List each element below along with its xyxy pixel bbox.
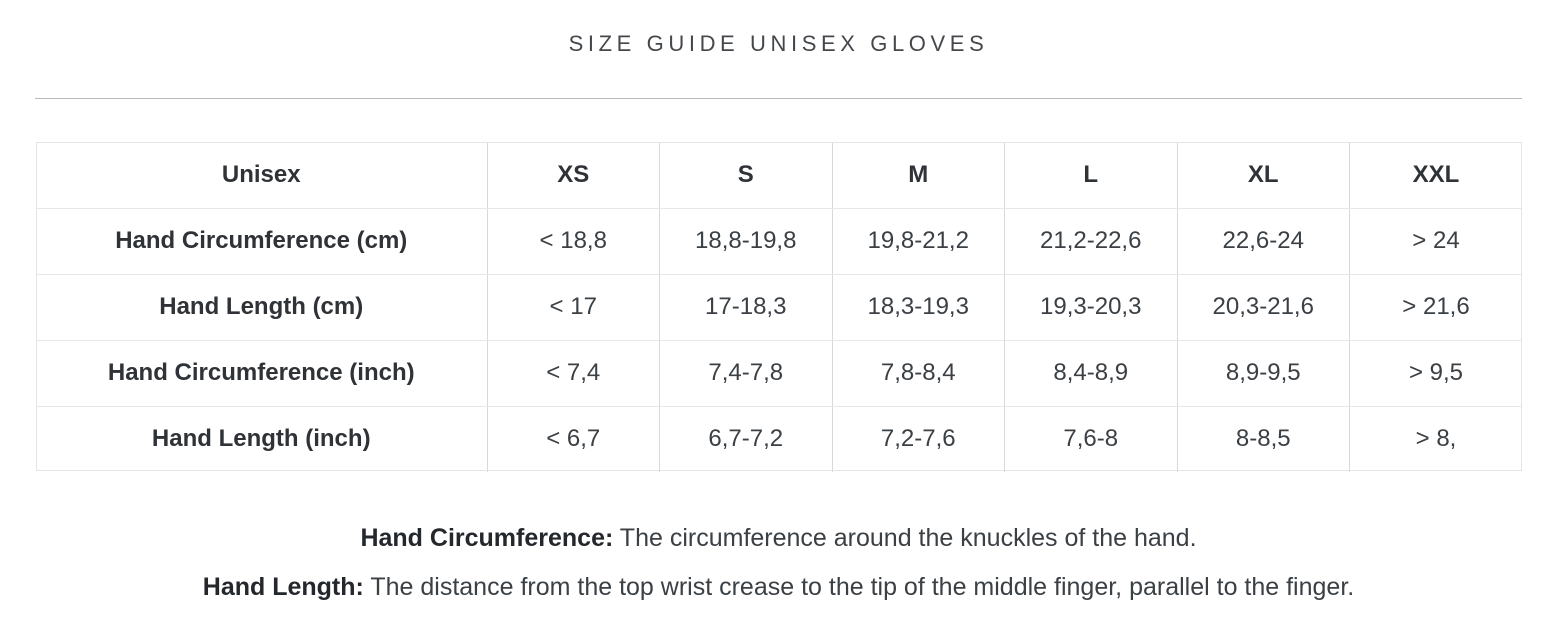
row-label: Hand Circumference (inch) bbox=[36, 340, 488, 407]
table-cell: > 9,5 bbox=[1349, 340, 1522, 407]
size-table-container: Unisex XS S M L XL XXL Hand Circumferenc… bbox=[36, 142, 1522, 472]
table-cell: 8-8,5 bbox=[1177, 406, 1350, 472]
table-cell: 18,8-19,8 bbox=[659, 208, 833, 275]
table-cell: 6,7-7,2 bbox=[659, 406, 833, 472]
table-cell: 8,9-9,5 bbox=[1177, 340, 1350, 407]
note-term: Hand Circumference: bbox=[360, 524, 614, 552]
table-cell: 17-18,3 bbox=[659, 274, 833, 341]
note-hand-length: Hand Length: The distance from the top w… bbox=[0, 563, 1557, 612]
title-divider bbox=[35, 98, 1522, 99]
column-header-s: S bbox=[659, 142, 833, 209]
table-header-row: Unisex XS S M L XL XXL bbox=[36, 142, 1522, 209]
column-header-unisex: Unisex bbox=[36, 142, 488, 209]
row-label: Hand Circumference (cm) bbox=[36, 208, 488, 275]
table-cell: < 17 bbox=[487, 274, 660, 341]
measurement-notes: Hand Circumference: The circumference ar… bbox=[0, 514, 1557, 612]
column-header-xl: XL bbox=[1177, 142, 1350, 209]
size-table: Unisex XS S M L XL XXL Hand Circumferenc… bbox=[36, 142, 1522, 472]
table-cell: < 7,4 bbox=[487, 340, 660, 407]
table-row: Hand Length (cm) < 17 17-18,3 18,3-19,3 … bbox=[36, 274, 1522, 341]
table-cell: 19,3-20,3 bbox=[1004, 274, 1178, 341]
table-cell: 7,4-7,8 bbox=[659, 340, 833, 407]
table-cell: 18,3-19,3 bbox=[832, 274, 1005, 341]
note-term: Hand Length: bbox=[202, 573, 364, 601]
column-header-xs: XS bbox=[487, 142, 660, 209]
table-cell: 21,2-22,6 bbox=[1004, 208, 1178, 275]
note-text: The distance from the top wrist crease t… bbox=[363, 573, 1355, 601]
table-row: Hand Circumference (cm) < 18,8 18,8-19,8… bbox=[36, 208, 1522, 275]
table-cell: 7,8-8,4 bbox=[832, 340, 1005, 407]
table-cell: > 21,6 bbox=[1349, 274, 1522, 341]
note-hand-circumference: Hand Circumference: The circumference ar… bbox=[0, 514, 1557, 563]
table-cell: 7,2-7,6 bbox=[832, 406, 1005, 472]
table-cell: 19,8-21,2 bbox=[832, 208, 1005, 275]
column-header-l: L bbox=[1004, 142, 1178, 209]
column-header-xxl: XXL bbox=[1349, 142, 1522, 209]
table-cell: 20,3-21,6 bbox=[1177, 274, 1350, 341]
table-cell: > 8, bbox=[1415, 425, 1457, 453]
table-cell: < 18,8 bbox=[487, 208, 660, 275]
table-row: Hand Circumference (inch) < 7,4 7,4-7,8 … bbox=[36, 340, 1522, 407]
row-label: Hand Length (inch) bbox=[36, 406, 488, 472]
page-title: SIZE GUIDE UNISEX GLOVES bbox=[568, 31, 989, 56]
size-table-body: Hand Circumference (cm) < 18,8 18,8-19,8… bbox=[36, 208, 1522, 472]
table-row: Hand Length (inch) < 6,7 6,7-7,2 7,2-7,6… bbox=[36, 406, 1522, 472]
note-text: The circumference around the knuckles of… bbox=[613, 524, 1197, 552]
column-header-m: M bbox=[832, 142, 1005, 209]
row-label: Hand Length (cm) bbox=[36, 274, 488, 341]
table-cell: > 24 bbox=[1349, 208, 1522, 275]
table-cell: < 6,7 bbox=[487, 406, 660, 472]
table-cell: 7,6-8 bbox=[1004, 406, 1178, 472]
table-cell: 8,4-8,9 bbox=[1004, 340, 1178, 407]
size-table-head: Unisex XS S M L XL XXL bbox=[36, 142, 1522, 209]
table-cell: 22,6-24 bbox=[1177, 208, 1350, 275]
